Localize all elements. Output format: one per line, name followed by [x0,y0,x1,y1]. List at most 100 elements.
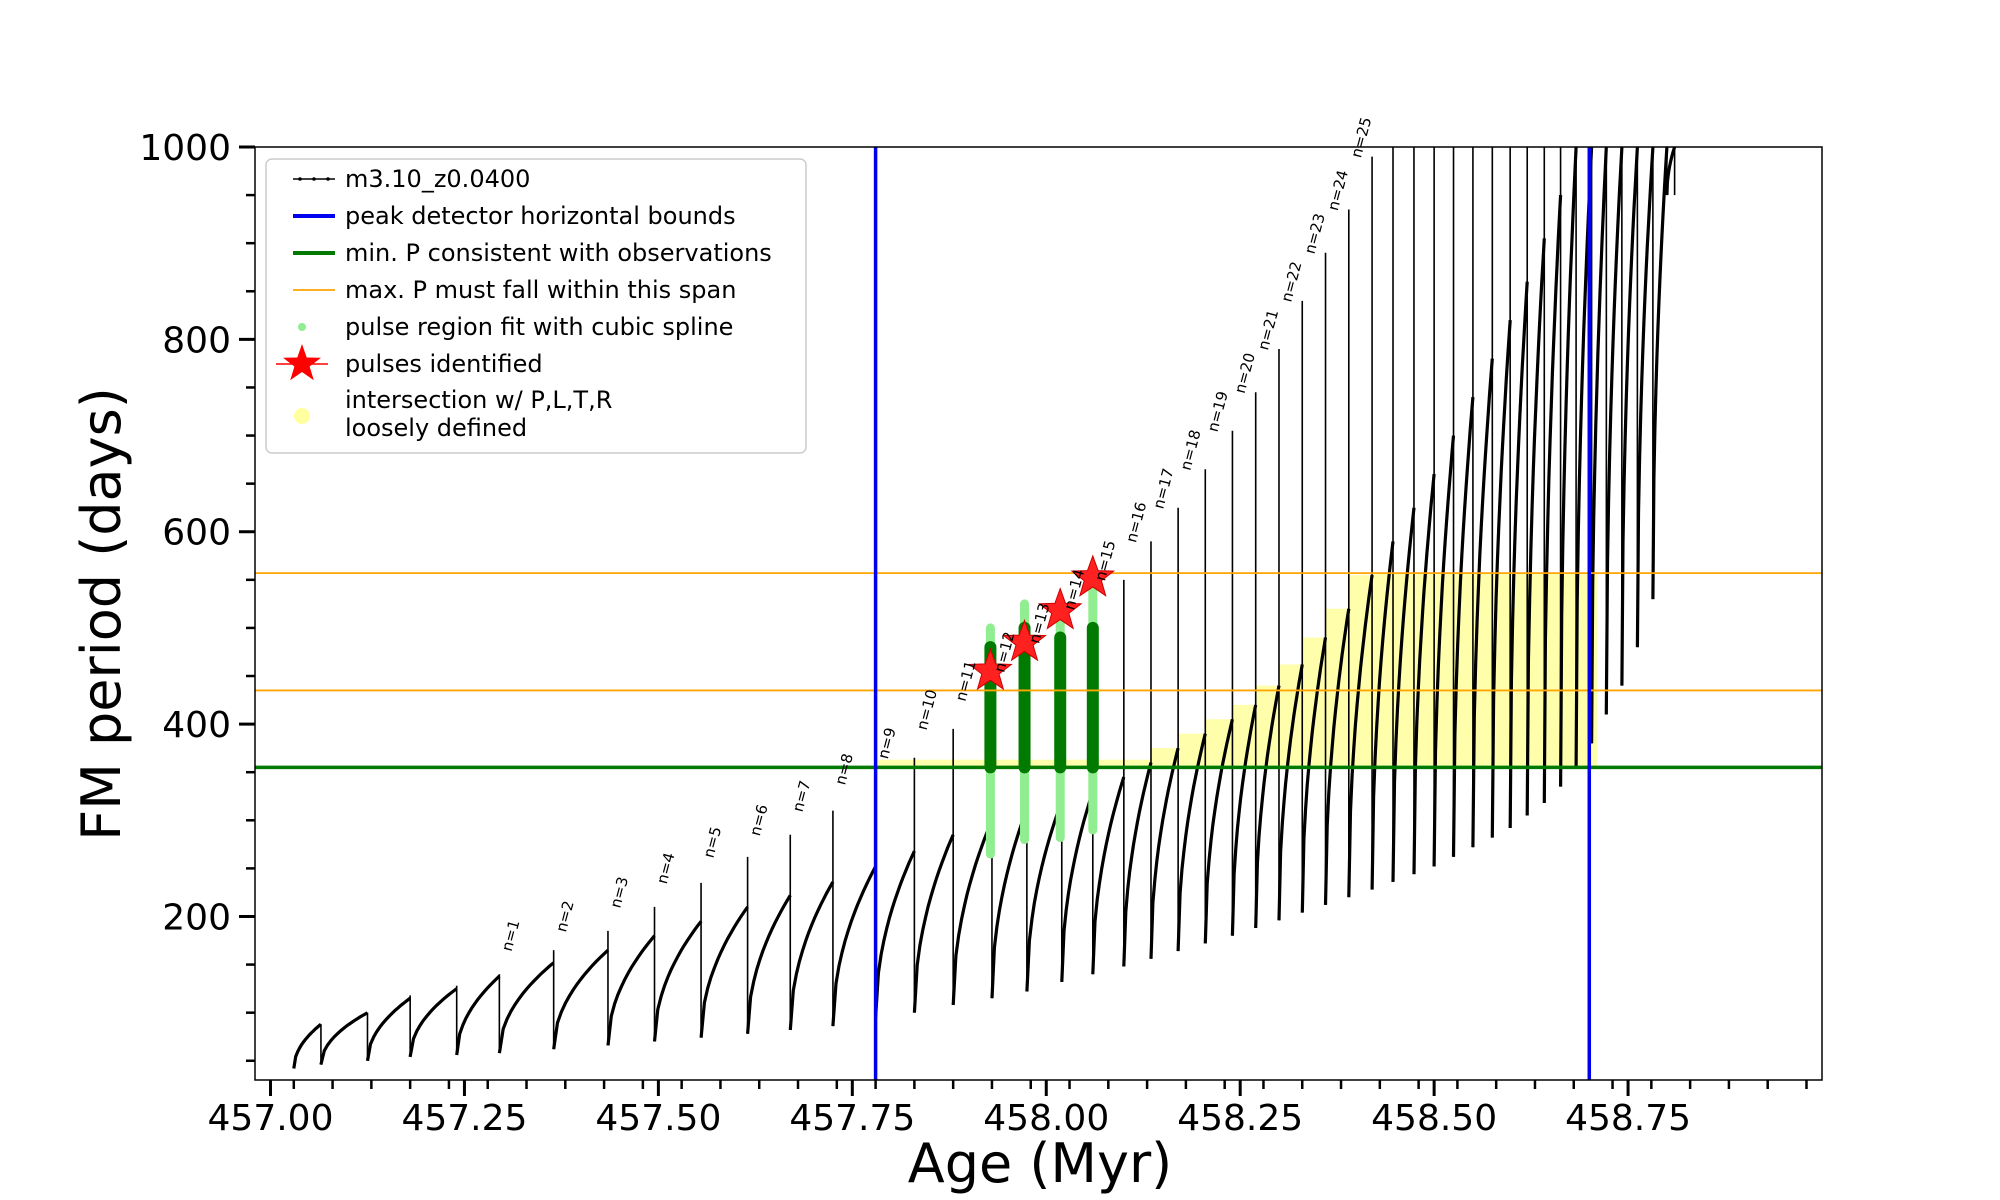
pulse-star-0 [968,647,1013,691]
pulse-label-n-15: n=15 [1091,538,1119,582]
pulse-curve-26 [1277,664,1304,921]
pulse-label-n-6: n=6 [746,803,772,838]
legend-label-intersection-2: loosely defined [345,414,527,442]
pulse-curve-39 [1542,195,1563,804]
y-tick-label-2: 600 [162,513,231,554]
pulse-label-n-8: n=8 [831,752,857,787]
pulse-label-n-19: n=19 [1204,389,1232,433]
intersection-block-14 [914,759,954,768]
vertical-reference-lines [873,147,1592,1080]
intersection-block-15 [953,759,992,768]
legend-entry-max-p: max. P must fall within this span [293,276,736,304]
intersection-block-24 [1232,704,1256,768]
pulse-curve-20 [1122,762,1153,967]
intersection-block-16 [991,759,1027,768]
intersection-block-18 [1061,759,1093,768]
x-tick-label-2: 457.50 [595,1098,721,1139]
intersection-block-25 [1255,685,1279,768]
y-tick-label-3: 800 [162,320,231,361]
pulse-curve-12 [831,865,878,1027]
x-axis-label: Age (Myr) [908,1132,1173,1195]
x-tick-label-7: 458.75 [1565,1098,1691,1139]
legend-label-model: m3.10_z0.0400 [345,165,530,193]
pulse-curve-32 [1412,473,1436,875]
legend-label-spline: pulse region fit with cubic spline [345,313,733,341]
x-tick-label-3: 457.75 [789,1098,915,1139]
pulse-curve-25 [1254,685,1281,929]
x-tick-label-4: 458.00 [983,1098,1109,1139]
pulse-curve-34 [1451,396,1475,857]
pulse-curve-1 [319,1011,369,1065]
pulse-curve-24 [1230,704,1258,936]
legend-label-min-p: min. P consistent with observations [345,239,772,267]
pulse-curve-23 [1203,718,1234,944]
legend-swatch-intersection [294,408,310,424]
pulse-curve-8 [652,920,703,1042]
legend-entry-spline: pulse region fit with cubic spline [298,313,733,341]
pulse-curve-46 [1651,146,1669,600]
intersection-block-39 [1544,573,1561,768]
legend-label-peak-detector: peak detector horizontal bounds [345,202,736,230]
pulse-curve-42 [1590,146,1608,744]
y-tick-label-0: 200 [162,897,231,938]
pulse-curve-28 [1323,608,1351,905]
legend-box [265,158,807,454]
intersection-block-40 [1560,573,1577,768]
intersection-block-20 [1123,759,1151,768]
intersection-block-21 [1150,748,1179,768]
y-axis-ticks: 200 400 600 800 1000 [139,128,255,1063]
intersection-block-17 [1026,759,1062,768]
intersection-block-13 [875,759,915,768]
pulse-label-n-3: n=3 [606,875,632,910]
pulse-label-n-1: n=1 [498,918,524,953]
pulse-label-n-17: n=17 [1149,466,1177,510]
pulse-star-3 [1070,554,1116,597]
legend-entry-peak-detector: peak detector horizontal bounds [293,202,736,230]
pulse-curve-15 [951,819,994,1006]
pulse-curve-19 [1091,776,1126,975]
intersection-block-32 [1413,573,1435,768]
pulse-label-n-20: n=20 [1231,351,1259,395]
pulse-label-n-23: n=23 [1301,211,1329,255]
pulse-curve-4 [455,974,501,1056]
pulse-curve-22 [1176,733,1207,952]
x-tick-label-5: 458.25 [1177,1098,1303,1139]
pulse-curve-18 [1060,790,1095,982]
pulse-label-n-2: n=2 [552,899,578,934]
pulse-curve-37 [1508,281,1529,829]
pulse-curve-36 [1490,319,1512,838]
pulse-label-n-22: n=22 [1277,260,1305,304]
pulse-label-n-11: n=11 [952,659,980,703]
x-axis-ticks: 457.00 457.25 457.50 457.75 458.00 458.25 458.… [208,1080,1808,1139]
legend-label-pulses-identified: pulses identified [345,350,543,378]
legend-swatch-spline [298,323,306,331]
intersection-region [875,573,1598,768]
pulse-star-1 [1002,618,1047,662]
y-tick-label-4: 1000 [139,128,231,169]
pulse-label-n-5: n=5 [700,825,726,860]
y-tick-label-1: 400 [162,705,231,746]
pulse-label-n-24: n=24 [1324,168,1352,212]
intersection-block-19 [1092,759,1124,768]
pulse-curve-31 [1391,507,1416,882]
pulse-label-n-16: n=16 [1122,500,1150,544]
legend-label-intersection-1: intersection w/ P,L,T,R [345,386,612,414]
pulse-label-n-21: n=21 [1254,308,1282,352]
pulse-curve-14 [912,834,955,1013]
pulse-curve-3 [408,987,458,1058]
pulse-label-n-10: n=10 [913,688,941,732]
pulse-curve-2 [365,996,412,1062]
legend-entry-pulses-identified: pulses identified [276,344,543,381]
legend: m3.10_z0.0400 peak detector horizontal b… [265,158,807,454]
pulse-curve-38 [1525,238,1546,816]
legend-entry-min-p: min. P consistent with observations [293,239,772,267]
pulse-label-n-4: n=4 [653,851,679,886]
pulse-label-n-25: n=25 [1347,115,1375,159]
legend-swatch-star [283,344,321,381]
pulse-label-n-9: n=9 [874,726,900,761]
legend-entry-intersection: intersection w/ P,L,T,R loosely defined [294,386,612,442]
intersection-block-37 [1510,573,1528,768]
pulse-curve-35 [1471,358,1494,848]
pulses-identified [968,554,1116,691]
